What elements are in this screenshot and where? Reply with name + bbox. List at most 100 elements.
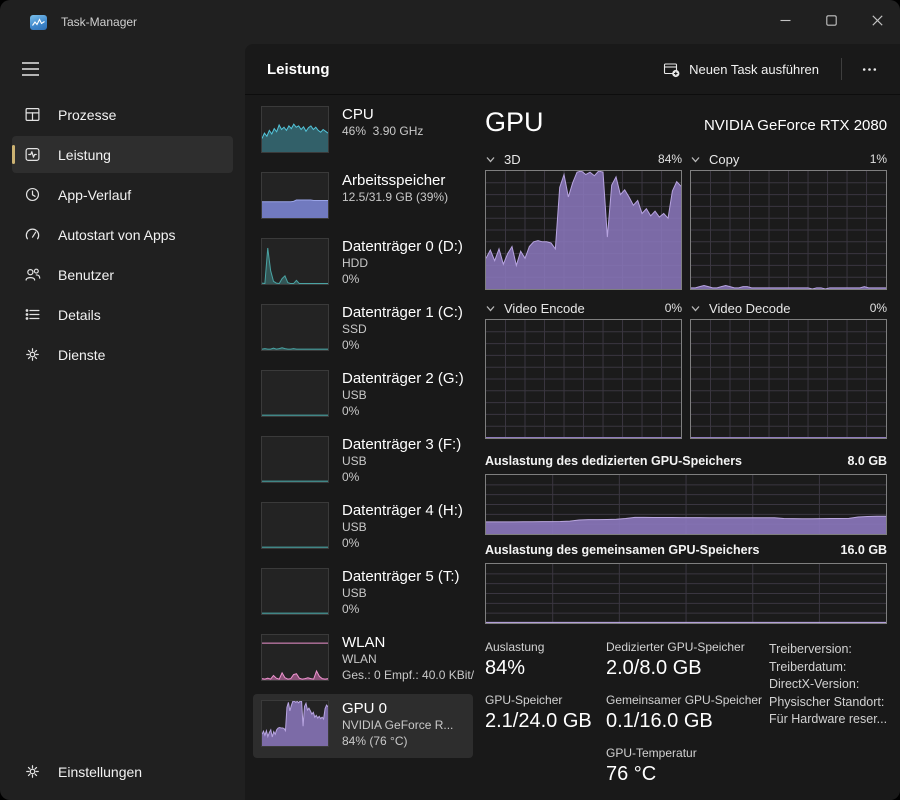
minimize-button[interactable] [762,0,808,40]
chevron-down-icon[interactable] [690,301,704,315]
perf-item-title: GPU 0 [342,700,453,717]
perf-item-disk5[interactable]: Datenträger 5 (T:)USB0% [253,562,473,626]
sidebar-item-einstellungen[interactable]: Einstellungen [12,753,233,790]
gpu-video-encode-chart [485,319,682,439]
sidebar-item-dienste[interactable]: Dienste [12,336,233,373]
chevron-down-icon[interactable] [485,152,499,166]
sidebar-item-app-verlauf[interactable]: App-Verlauf [12,176,233,213]
shared-memory-label: Auslastung des gemeinsamen GPU-Speichers [485,543,759,557]
services-cog-icon [24,346,41,363]
stat-label: Dedizierter GPU-Speicher [606,640,769,654]
dedicated-memory-max: 8.0 GB [847,454,887,468]
mini-chart-disk0 [261,238,329,285]
app-icon [30,15,47,30]
driver-info-line: Treiberdatum: [769,659,887,677]
run-new-task-label: Neuen Task ausführen [689,62,819,77]
new-task-icon [663,61,680,78]
perf-item-title: Datenträger 4 (H:) [342,502,463,519]
perf-item-disk0[interactable]: Datenträger 0 (D:)HDD0% [253,232,473,296]
gpu-3d-chart [485,170,682,290]
mini-chart-memory [261,172,329,219]
perf-item-title: Datenträger 3 (F:) [342,436,461,453]
driver-info-line: DirectX-Version: [769,676,887,694]
sidebar-item-leistung[interactable]: Leistung [12,136,233,173]
sidebar-item-prozesse[interactable]: Prozesse [12,96,233,133]
sidebar-item-autostart[interactable]: Autostart von Apps [12,216,233,253]
stat-label: GPU-Temperatur [606,746,769,760]
perf-item-disk4[interactable]: Datenträger 4 (H:)USB0% [253,496,473,560]
sidebar-item-label: Dienste [58,347,105,363]
gpu-title: GPU [485,106,544,138]
titlebar: Task-Manager [0,0,900,44]
perf-item-disk3[interactable]: Datenträger 3 (F:)USB0% [253,430,473,494]
perf-item-disk2[interactable]: Datenträger 2 (G:)USB0% [253,364,473,428]
perf-item-title: Datenträger 0 (D:) [342,238,463,255]
sidebar: Prozesse Leistung App-Verlauf Autostart … [0,44,245,800]
perf-item-wlan[interactable]: WLANWLANGes.: 0 Empf.: 40.0 KBit/ [253,628,473,692]
header-divider [841,58,842,80]
stat-value-gpu-temperature: 76 °C [606,763,769,786]
dedicated-memory-chart [485,474,887,535]
stat-value-shared-memory: 0.1/16.0 GB [606,710,769,733]
run-new-task-button[interactable]: Neuen Task ausführen [651,54,831,85]
details-list-icon [24,306,41,323]
maximize-button[interactable] [808,0,854,40]
perf-item-line: 0% [342,602,460,618]
perf-item-line: Ges.: 0 Empf.: 40.0 KBit/ [342,668,465,684]
perf-item-title: Arbeitsspeicher [342,172,448,189]
perf-item-gpu0[interactable]: GPU 0NVIDIA GeForce R...84% (76 °C) [253,694,473,758]
selected-accent-bar [12,145,15,164]
sidebar-item-label: Prozesse [58,107,116,123]
users-icon [24,266,41,283]
perf-item-line: 0% [342,536,463,552]
close-button[interactable] [854,0,900,40]
sidebar-item-label: App-Verlauf [58,187,131,203]
perf-item-title: Datenträger 5 (T:) [342,568,460,585]
stat-label: GPU-Speicher [485,693,606,707]
chevron-down-icon[interactable] [485,301,499,315]
mini-chart-disk5 [261,568,329,615]
hamburger-menu-button[interactable] [12,52,48,86]
window-title: Task-Manager [61,15,137,29]
shared-memory-max: 16.0 GB [841,543,888,557]
perf-item-memory[interactable]: Arbeitsspeicher12.5/31.9 GB (39%) [253,166,473,230]
perf-item-disk1[interactable]: Datenträger 1 (C:)SSD0% [253,298,473,362]
sidebar-item-details[interactable]: Details [12,296,233,333]
more-options-button[interactable] [852,54,886,84]
perf-item-line: USB [342,520,463,536]
settings-label: Einstellungen [58,764,142,780]
mini-chart-disk3 [261,436,329,483]
mini-chart-disk4 [261,502,329,549]
section-value-3d: 84% [658,152,682,166]
section-label-3d: 3D [504,152,521,167]
shared-memory-chart [485,563,887,624]
gpu-device-name: NVIDIA GeForce RTX 2080 [704,117,887,138]
startup-gauge-icon [24,226,41,243]
stat-label: Auslastung [485,640,606,654]
perf-item-title: WLAN [342,634,465,651]
perf-item-line: 0% [342,272,463,288]
perf-item-line: USB [342,388,464,404]
perf-item-line: 0% [342,404,464,420]
processes-icon [24,106,41,123]
perf-item-line: HDD [342,256,463,272]
perf-item-line: USB [342,586,460,602]
chevron-down-icon[interactable] [690,152,704,166]
mini-chart-wlan [261,634,329,681]
section-value-copy: 1% [870,152,887,166]
stat-value-utilization: 84% [485,657,606,680]
stat-value-dedicated-memory: 2.0/8.0 GB [606,657,769,680]
section-label-video-decode: Video Decode [709,301,790,316]
sidebar-item-label: Benutzer [58,267,114,283]
perf-item-line: 84% (76 °C) [342,734,453,750]
section-label-video-encode: Video Encode [504,301,585,316]
perf-item-cpu[interactable]: CPU46% 3.90 GHz [253,100,473,164]
driver-info-line: Physischer Standort: [769,694,887,712]
sidebar-item-benutzer[interactable]: Benutzer [12,256,233,293]
page-title: Leistung [267,61,330,78]
perf-item-line: SSD [342,322,463,338]
perf-item-title: Datenträger 2 (G:) [342,370,464,387]
sidebar-item-label: Autostart von Apps [58,227,176,243]
section-label-copy: Copy [709,152,739,167]
performance-icon [24,146,41,163]
